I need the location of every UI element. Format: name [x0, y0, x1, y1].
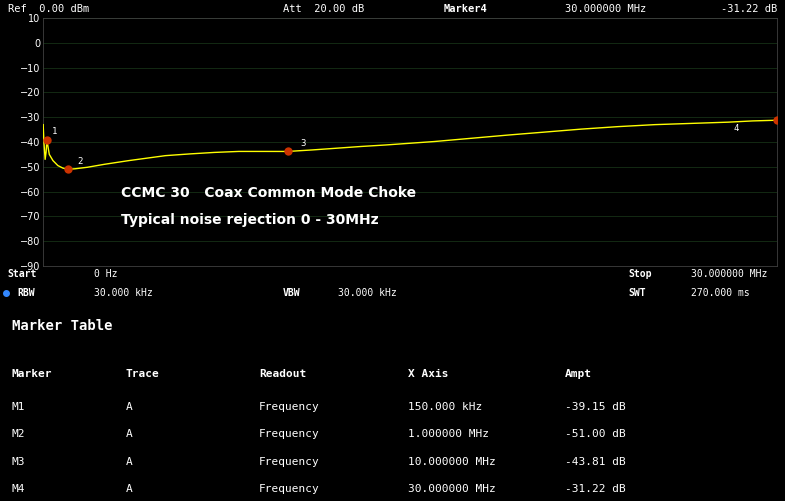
- Text: -43.81 dB: -43.81 dB: [565, 457, 626, 467]
- Text: M4: M4: [12, 484, 25, 494]
- Text: Readout: Readout: [259, 369, 306, 379]
- Text: 270.000 ms: 270.000 ms: [691, 288, 750, 298]
- Text: Marker: Marker: [12, 369, 53, 379]
- Text: A: A: [126, 484, 133, 494]
- Text: VBW: VBW: [283, 288, 300, 298]
- Text: X Axis: X Axis: [408, 369, 449, 379]
- Text: -39.15 dB: -39.15 dB: [565, 402, 626, 412]
- Text: Marker4: Marker4: [444, 4, 487, 14]
- Text: A: A: [126, 429, 133, 439]
- Text: Typical noise rejection 0 - 30MHz: Typical noise rejection 0 - 30MHz: [122, 213, 379, 227]
- Text: 30.000000 MHz: 30.000000 MHz: [408, 484, 496, 494]
- Text: 1: 1: [52, 127, 57, 136]
- Text: Frequency: Frequency: [259, 402, 319, 412]
- Text: M1: M1: [12, 402, 25, 412]
- Text: A: A: [126, 402, 133, 412]
- Text: Start: Start: [8, 269, 37, 279]
- Text: -31.22 dB: -31.22 dB: [565, 484, 626, 494]
- Text: 30.000000 MHz: 30.000000 MHz: [565, 4, 647, 14]
- Text: 150.000 kHz: 150.000 kHz: [408, 402, 483, 412]
- Text: M2: M2: [12, 429, 25, 439]
- Text: Att  20.00 dB: Att 20.00 dB: [283, 4, 364, 14]
- Text: 30.000000 MHz: 30.000000 MHz: [691, 269, 767, 279]
- Text: CCMC 30   Coax Common Mode Choke: CCMC 30 Coax Common Mode Choke: [122, 185, 417, 199]
- Text: 30.000 kHz: 30.000 kHz: [338, 288, 396, 298]
- Text: 1.000000 MHz: 1.000000 MHz: [408, 429, 489, 439]
- Text: 4: 4: [733, 124, 739, 133]
- Text: 3: 3: [300, 139, 305, 148]
- Text: -31.22 dB: -31.22 dB: [721, 4, 777, 14]
- Text: Marker Table: Marker Table: [12, 319, 112, 333]
- Text: 30.000 kHz: 30.000 kHz: [94, 288, 153, 298]
- Text: 0 Hz: 0 Hz: [94, 269, 118, 279]
- Text: Stop: Stop: [628, 269, 652, 279]
- Text: M3: M3: [12, 457, 25, 467]
- Text: -51.00 dB: -51.00 dB: [565, 429, 626, 439]
- Text: Ref  0.00 dBm: Ref 0.00 dBm: [8, 4, 89, 14]
- Text: Frequency: Frequency: [259, 457, 319, 467]
- Text: 2: 2: [78, 157, 82, 166]
- Text: Frequency: Frequency: [259, 484, 319, 494]
- Text: RBW: RBW: [17, 288, 35, 298]
- Text: Frequency: Frequency: [259, 429, 319, 439]
- Text: 10.000000 MHz: 10.000000 MHz: [408, 457, 496, 467]
- Text: A: A: [126, 457, 133, 467]
- Text: SWT: SWT: [628, 288, 645, 298]
- Text: Trace: Trace: [126, 369, 159, 379]
- Text: Ampt: Ampt: [565, 369, 592, 379]
